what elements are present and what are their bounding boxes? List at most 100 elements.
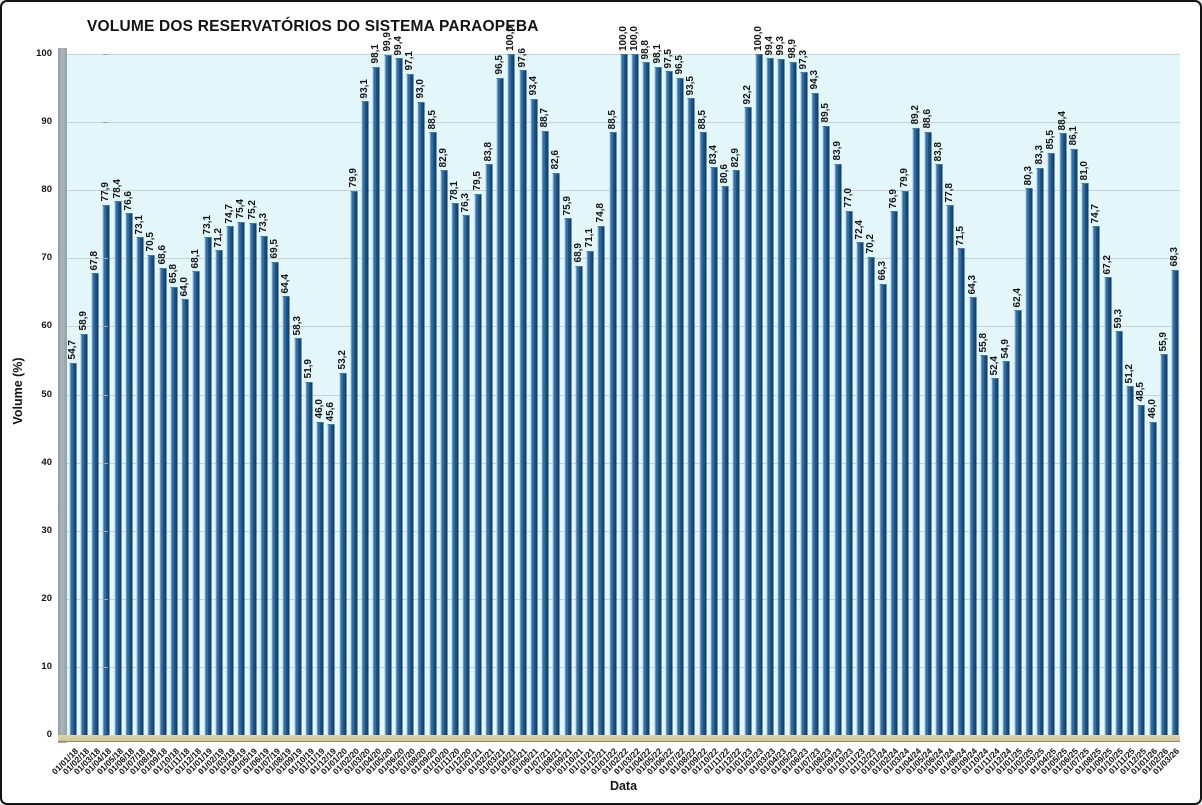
chart-title: VOLUME DOS RESERVATÓRIOS DO SISTEMA PARA… bbox=[87, 18, 539, 35]
y-axis-tick-labels: 0 10 20 30 40 50 60 70 80 90 100 bbox=[2, 49, 108, 740]
bar-value-label: 59,3 bbox=[1112, 308, 1124, 329]
bar bbox=[215, 250, 223, 739]
bar bbox=[901, 190, 909, 739]
bar-value-label: 81,0 bbox=[1079, 160, 1091, 181]
bar-value-label: 88,4 bbox=[1056, 110, 1068, 130]
bar-slot: 74,8 bbox=[595, 55, 607, 739]
bar-value-label: 80,3 bbox=[1022, 165, 1034, 186]
bar bbox=[440, 170, 448, 739]
bar-slot: 68,6 bbox=[157, 55, 168, 739]
bar-value-label: 73,3 bbox=[257, 213, 269, 233]
bar bbox=[294, 337, 302, 739]
bar-value-label: 83,8 bbox=[932, 141, 944, 162]
bar-slot: 64,3 bbox=[967, 55, 978, 739]
bar bbox=[260, 235, 268, 739]
y-tick-mark bbox=[103, 394, 108, 396]
bar-value-label: 72,4 bbox=[854, 219, 866, 239]
bar-slot: 45,6 bbox=[325, 55, 337, 739]
bar-slot: 93,0 bbox=[415, 55, 427, 739]
bar-value-label: 99,3 bbox=[775, 36, 787, 56]
bar-value-label: 99,4 bbox=[392, 35, 404, 56]
bar-value-label: 74,7 bbox=[224, 203, 236, 224]
bar-value-label: 97,6 bbox=[516, 47, 528, 68]
bar-slot: 83,3 bbox=[1034, 55, 1046, 739]
bar bbox=[361, 101, 369, 739]
bar bbox=[654, 66, 662, 739]
bar-slot: 69,5 bbox=[269, 55, 281, 739]
bar bbox=[957, 248, 965, 739]
bar-value-label: 82,6 bbox=[550, 150, 562, 170]
bar-value-label: 52,4 bbox=[989, 355, 1001, 376]
bar-value-label: 86,1 bbox=[1067, 126, 1079, 146]
bar-slot: 68,3 bbox=[1169, 55, 1181, 739]
bar-value-label: 76,6 bbox=[122, 190, 134, 211]
bar-value-label: 100,0 bbox=[752, 25, 764, 51]
bar bbox=[80, 333, 88, 739]
bar-slot: 58,3 bbox=[292, 55, 303, 739]
bar-value-label: 54,7 bbox=[66, 340, 78, 360]
bar-value-label: 83,9 bbox=[831, 141, 843, 161]
plot-3d-side-wall bbox=[58, 48, 67, 743]
bar-slot: 85,5 bbox=[1045, 55, 1057, 739]
bar bbox=[170, 286, 178, 739]
bar bbox=[271, 261, 279, 739]
bar-slot: 80,3 bbox=[1022, 55, 1034, 739]
bar-slot: 74,7 bbox=[1090, 55, 1102, 739]
bar bbox=[1126, 386, 1134, 739]
y-tick-mark bbox=[103, 122, 108, 124]
bar-slot: 74,7 bbox=[224, 55, 236, 739]
bar-value-label: 98,8 bbox=[640, 39, 652, 60]
bar-slot: 81,0 bbox=[1079, 55, 1091, 739]
bar bbox=[620, 54, 628, 739]
bar-value-label: 77,0 bbox=[842, 188, 854, 208]
bar-value-label: 83,4 bbox=[707, 144, 719, 165]
bar-slot: 99,4 bbox=[393, 36, 404, 739]
bar-slot: 100,0 bbox=[629, 26, 641, 739]
bar bbox=[192, 271, 200, 739]
bar-value-label: 74,7 bbox=[1090, 203, 1102, 224]
bar-value-label: 54,9 bbox=[1000, 338, 1012, 359]
bar-value-label: 75,4 bbox=[235, 199, 247, 219]
bar bbox=[845, 210, 853, 739]
bar-value-label: 45,6 bbox=[325, 402, 337, 422]
bar-slot: 100,0 bbox=[618, 26, 629, 739]
bar bbox=[575, 265, 583, 739]
bar bbox=[642, 62, 650, 739]
bar-value-label: 70,5 bbox=[145, 232, 157, 252]
bar-slot: 97,1 bbox=[404, 51, 416, 739]
bar-series: 54,7 58,9 67,8 77,9 78,4 76,6 73,1 70,5 68,6 65,8… bbox=[66, 26, 1181, 739]
bar-value-label: 71,2 bbox=[212, 227, 224, 248]
bar-slot: 51,2 bbox=[1124, 55, 1136, 739]
x-axis-tick-labels: 01/01/18 01/02/18 01/03/18 01/04/18 01/05/18… bbox=[49, 743, 1181, 783]
y-tick-label: 20 bbox=[2, 593, 108, 604]
y-tick-mark bbox=[103, 54, 108, 55]
y-tick-label: 70 bbox=[2, 253, 108, 263]
y-tick-label: 60 bbox=[2, 321, 108, 331]
bar bbox=[1171, 269, 1179, 739]
bar bbox=[564, 218, 572, 739]
bar bbox=[159, 267, 167, 739]
bar bbox=[586, 250, 594, 739]
bar-value-label: 97,1 bbox=[404, 51, 416, 71]
bar bbox=[462, 215, 470, 739]
bar-value-label: 93,1 bbox=[359, 78, 371, 98]
bar-slot: 75,4 bbox=[235, 55, 247, 739]
bar-slot: 97,5 bbox=[663, 49, 674, 739]
bar bbox=[237, 221, 245, 739]
bar-value-label: 80,6 bbox=[719, 163, 731, 184]
bar-slot: 93,4 bbox=[528, 55, 539, 739]
bar-value-label: 98,9 bbox=[786, 39, 798, 59]
bar-slot: 64,0 bbox=[179, 55, 191, 739]
bar-slot: 62,4 bbox=[1012, 55, 1023, 739]
bar bbox=[226, 226, 234, 739]
y-tick-mark bbox=[103, 326, 108, 328]
bar-slot: 78,1 bbox=[449, 55, 461, 739]
bar-value-label: 96,5 bbox=[494, 55, 506, 75]
bar-slot: 83,8 bbox=[932, 55, 944, 739]
bar-slot: 70,5 bbox=[145, 55, 157, 739]
bar-value-label: 64,4 bbox=[280, 273, 292, 294]
bar-value-label: 83,3 bbox=[1034, 145, 1046, 165]
bar-value-label: 58,9 bbox=[77, 311, 89, 331]
bar bbox=[1059, 133, 1067, 739]
